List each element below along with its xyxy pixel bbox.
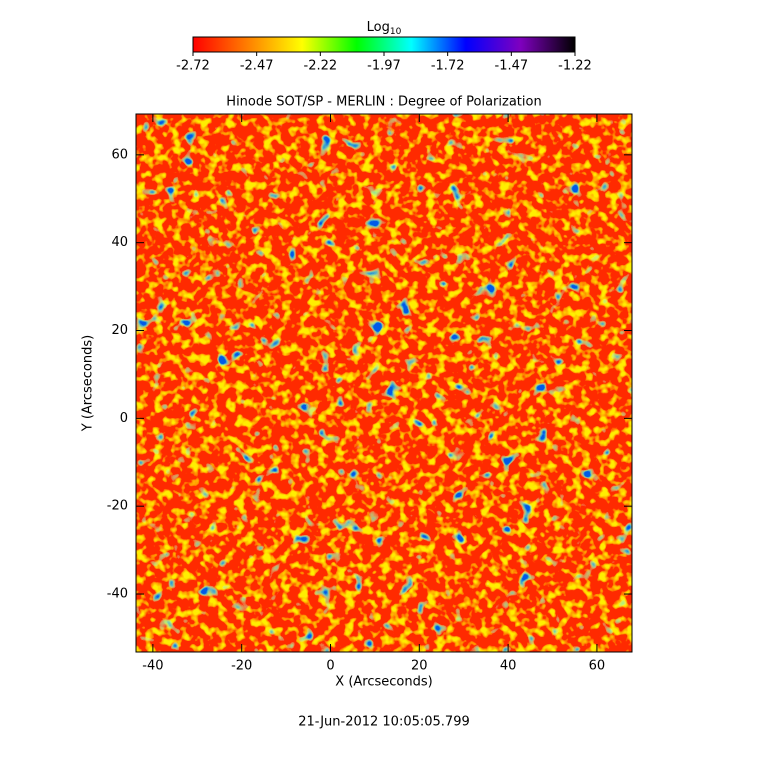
colorbar [192, 36, 576, 53]
y-tick-label: -40 [107, 587, 128, 602]
x-tick-label: -20 [231, 659, 252, 674]
y-axis-label: Y (Arcseconds) [81, 335, 96, 432]
y-tick-label: 60 [111, 147, 128, 162]
colorbar-tick-label: -2.22 [304, 59, 338, 74]
colorbar-label-sub: 10 [390, 27, 402, 37]
plot-frame [135, 113, 633, 653]
y-tick-label: -20 [107, 499, 128, 514]
polarization-image [136, 114, 632, 652]
x-tick-label: 0 [326, 659, 334, 674]
x-tick-label: 40 [500, 659, 517, 674]
colorbar-tick-label: -1.47 [495, 59, 529, 74]
colorbar-tick-label: -2.47 [240, 59, 274, 74]
timestamp: 21-Jun-2012 10:05:05.799 [298, 715, 470, 730]
x-tick-label: 20 [411, 659, 428, 674]
x-axis-label: X (Arcseconds) [335, 675, 432, 690]
y-tick-label: 20 [111, 323, 128, 338]
colorbar-tick-label: -1.72 [431, 59, 465, 74]
colorbar-tick-label: -2.72 [176, 59, 210, 74]
y-tick-label: 40 [111, 235, 128, 250]
colorbar-label: Log10 [367, 20, 402, 37]
colorbar-tick-label: -1.22 [558, 59, 592, 74]
colorbar-label-main: Log [367, 20, 390, 35]
x-tick-label: -40 [142, 659, 163, 674]
chart-title: Hinode SOT/SP - MERLIN : Degree of Polar… [226, 95, 541, 110]
colorbar-tick-label: -1.97 [367, 59, 401, 74]
x-tick-label: 60 [589, 659, 606, 674]
y-tick-label: 0 [120, 411, 128, 426]
